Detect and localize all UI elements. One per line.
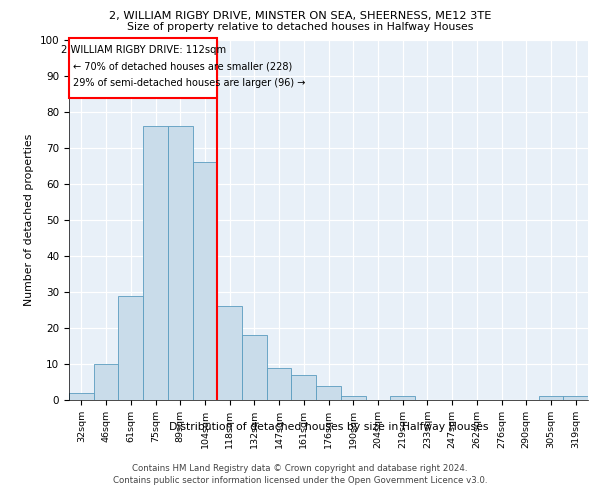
Bar bbox=[69, 38, 217, 98]
Y-axis label: Number of detached properties: Number of detached properties bbox=[24, 134, 34, 306]
Bar bbox=[217, 306, 242, 400]
Text: 2, WILLIAM RIGBY DRIVE, MINSTER ON SEA, SHEERNESS, ME12 3TE: 2, WILLIAM RIGBY DRIVE, MINSTER ON SEA, … bbox=[109, 11, 491, 21]
Bar bbox=[341, 396, 365, 400]
Bar bbox=[390, 396, 415, 400]
Text: Contains public sector information licensed under the Open Government Licence v3: Contains public sector information licen… bbox=[113, 476, 487, 485]
Text: 29% of semi-detached houses are larger (96) →: 29% of semi-detached houses are larger (… bbox=[73, 78, 305, 88]
Bar bbox=[118, 296, 143, 400]
Bar bbox=[539, 396, 563, 400]
Bar bbox=[316, 386, 341, 400]
Bar bbox=[267, 368, 292, 400]
Text: Contains HM Land Registry data © Crown copyright and database right 2024.: Contains HM Land Registry data © Crown c… bbox=[132, 464, 468, 473]
Bar bbox=[94, 364, 118, 400]
Text: 2 WILLIAM RIGBY DRIVE: 112sqm: 2 WILLIAM RIGBY DRIVE: 112sqm bbox=[61, 46, 226, 56]
Bar bbox=[563, 396, 588, 400]
Text: ← 70% of detached houses are smaller (228): ← 70% of detached houses are smaller (22… bbox=[73, 62, 292, 72]
Text: Size of property relative to detached houses in Halfway Houses: Size of property relative to detached ho… bbox=[127, 22, 473, 32]
Bar bbox=[242, 335, 267, 400]
Bar bbox=[168, 126, 193, 400]
Bar bbox=[69, 393, 94, 400]
Text: Distribution of detached houses by size in Halfway Houses: Distribution of detached houses by size … bbox=[169, 422, 488, 432]
Bar bbox=[292, 375, 316, 400]
Bar bbox=[193, 162, 217, 400]
Bar bbox=[143, 126, 168, 400]
